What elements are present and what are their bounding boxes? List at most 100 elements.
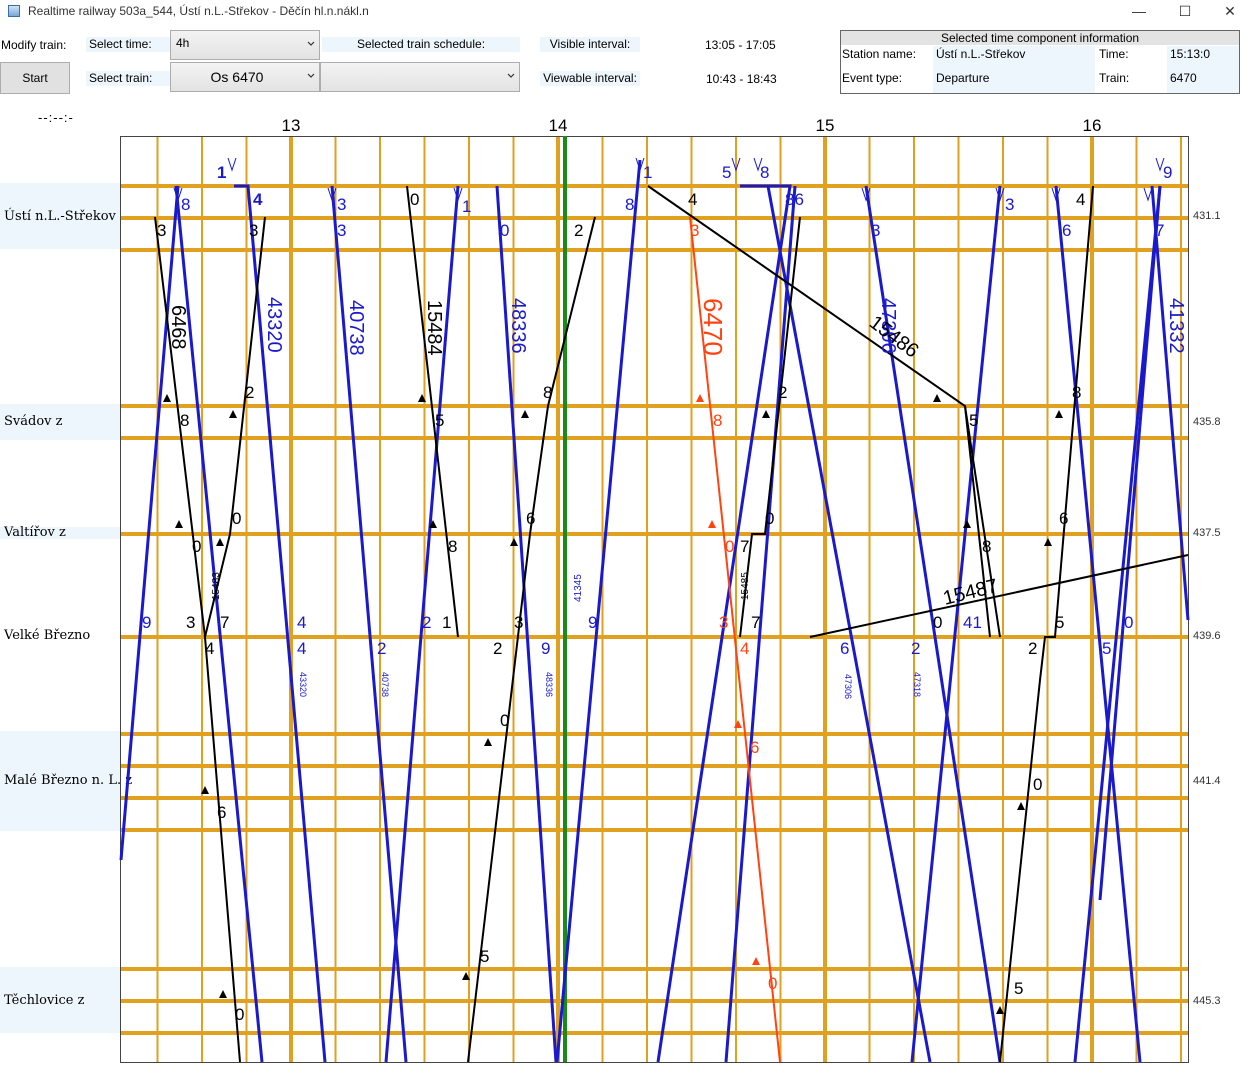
minute-label: 8 <box>760 163 769 182</box>
hour-label-14: 14 <box>549 116 568 135</box>
event-marker <box>933 394 941 402</box>
train-path[interactable] <box>1150 185 1190 621</box>
minute-label: 2 <box>422 613 431 632</box>
minute-label: 0 <box>192 537 201 556</box>
arrow-tick <box>173 187 183 202</box>
chevron-down-icon <box>307 41 315 46</box>
event-marker <box>1055 410 1063 418</box>
hour-label-16: 16 <box>1083 116 1102 135</box>
arrow-tick <box>327 187 337 202</box>
event-marker <box>521 410 529 418</box>
train-path[interactable] <box>1054 185 1142 1063</box>
station-usti[interactable]: Ústí n.L.-Střekov <box>4 209 116 224</box>
train-label-15484[interactable]: 15484 <box>423 300 445 356</box>
viewable-interval-label: Viewable interval: <box>540 71 640 86</box>
train-label-6470[interactable]: 6470 <box>698 298 728 356</box>
km-velke-brezno: 439.6 <box>1193 630 1221 642</box>
arrow-tick <box>635 157 645 172</box>
arrow-tick <box>861 187 871 202</box>
minute-label: 6 <box>217 803 226 822</box>
train-path[interactable] <box>910 185 1002 1063</box>
minute-label: 4 <box>1076 190 1085 209</box>
event-marker <box>996 1006 1004 1014</box>
train-path[interactable] <box>656 184 792 1063</box>
minute-label: 0 <box>768 974 777 993</box>
start-button[interactable]: Start <box>0 62 70 94</box>
selected-schedule-label: Selected train schedule: <box>322 37 520 52</box>
maximize-button[interactable]: ☐ <box>1178 3 1192 19</box>
train-label-43320[interactable]: 43320 <box>263 297 285 353</box>
train-path[interactable] <box>555 159 642 1063</box>
train-path[interactable] <box>384 185 460 1063</box>
minute-label: 7 <box>751 613 760 632</box>
train-path[interactable] <box>724 185 797 1063</box>
info-header: Selected time component information <box>841 31 1239 45</box>
minute-label: 0 <box>232 509 241 528</box>
train-label-47306[interactable]: 47306 <box>877 298 899 354</box>
train-label-41345[interactable]: 41345 <box>573 574 584 602</box>
train-label-41332[interactable]: 41332 <box>1165 298 1187 354</box>
train-label-15485[interactable]: 15485 <box>740 572 751 600</box>
minute-label: 4 <box>253 190 263 209</box>
minute-label: 1 <box>643 163 652 182</box>
close-button[interactable]: ✕ <box>1224 3 1236 19</box>
train-path[interactable] <box>964 405 1001 638</box>
select-time-combo[interactable]: 4h <box>170 30 320 60</box>
minute-label: 9 <box>541 639 550 658</box>
hour-label-15: 15 <box>816 116 835 135</box>
train-path[interactable] <box>689 216 781 1063</box>
train-path[interactable] <box>495 185 558 1063</box>
train-label-40738[interactable]: 40738 <box>345 300 367 356</box>
station-male-brezno[interactable]: Malé Březno n. L. z <box>4 773 133 788</box>
event-markers <box>163 394 1063 1014</box>
minute-label: 9 <box>588 613 597 632</box>
train-path[interactable] <box>119 185 180 861</box>
event-marker <box>216 538 224 546</box>
minute-label: 6 <box>1059 509 1068 528</box>
selected-component-info: Selected time component information Stat… <box>840 30 1240 94</box>
train-schedule-combo[interactable] <box>320 62 520 92</box>
select-train-value: Os 6470 <box>210 69 264 85</box>
train-path[interactable] <box>739 216 801 638</box>
minimize-button[interactable]: — <box>1132 3 1146 19</box>
minute-label: 5 <box>969 411 978 430</box>
minute-label: 8 <box>543 383 552 402</box>
select-train-combo[interactable]: Os 6470 <box>170 62 320 92</box>
train-path[interactable] <box>766 185 932 1063</box>
station-velke-brezno[interactable]: Velké Březno <box>4 628 91 643</box>
minute-label: 2 <box>911 639 920 658</box>
minute-label: 1 <box>442 613 451 632</box>
minute-label: 5 <box>1014 979 1023 998</box>
train-label-6468[interactable]: 6468 <box>167 305 189 350</box>
train-label-15483[interactable]: 15483 <box>211 572 222 600</box>
arrow-tick <box>1051 187 1061 202</box>
minute-label: 4 <box>297 639 306 658</box>
train-path[interactable] <box>467 216 596 1063</box>
train-label-15487[interactable]: 15487 <box>941 575 1000 610</box>
train-path[interactable] <box>647 185 991 638</box>
minute-label: 3 <box>249 221 258 240</box>
train-path[interactable] <box>204 216 266 638</box>
train-path[interactable] <box>999 185 1094 1063</box>
minute-label: 2 <box>245 383 254 402</box>
train-paths[interactable] <box>119 157 1190 1063</box>
train-path[interactable] <box>1073 185 1162 1063</box>
minute-label: 1 <box>462 197 471 216</box>
train-path[interactable] <box>809 554 1189 638</box>
arrow-tick <box>227 157 237 172</box>
hour-label-13: 13 <box>282 116 301 135</box>
minute-label: 6 <box>750 738 759 757</box>
station-svadov[interactable]: Svádov z <box>4 414 63 429</box>
minute-label: 3 <box>1005 195 1014 214</box>
train-label-48336[interactable]: 48336 <box>507 298 529 354</box>
station-valtirov[interactable]: Valtířov z <box>4 525 66 540</box>
train-path[interactable] <box>174 185 264 1063</box>
train-path[interactable] <box>330 185 408 1063</box>
train-path[interactable] <box>234 184 327 1063</box>
chevron-down-icon <box>307 73 315 78</box>
train-path[interactable] <box>406 185 459 638</box>
train-path[interactable] <box>864 185 1002 1063</box>
station-techlovice[interactable]: Těchlovice z <box>4 993 85 1008</box>
train-path[interactable] <box>1098 185 1162 901</box>
